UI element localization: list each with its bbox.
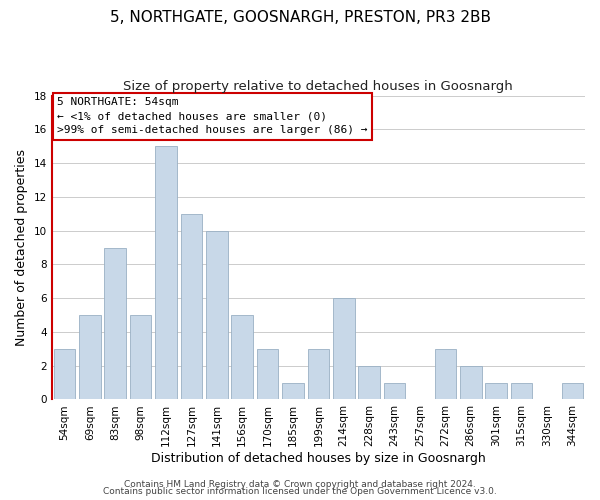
Bar bbox=[181, 214, 202, 400]
Bar bbox=[155, 146, 177, 400]
Bar bbox=[358, 366, 380, 400]
Bar bbox=[53, 349, 75, 400]
Bar bbox=[333, 298, 355, 400]
Bar bbox=[232, 315, 253, 400]
Bar bbox=[384, 382, 406, 400]
Bar bbox=[104, 248, 126, 400]
Bar bbox=[257, 349, 278, 400]
Bar bbox=[434, 349, 456, 400]
Text: 5, NORTHGATE, GOOSNARGH, PRESTON, PR3 2BB: 5, NORTHGATE, GOOSNARGH, PRESTON, PR3 2B… bbox=[110, 10, 491, 25]
Bar bbox=[308, 349, 329, 400]
Bar bbox=[282, 382, 304, 400]
Text: 5 NORTHGATE: 54sqm
← <1% of detached houses are smaller (0)
>99% of semi-detache: 5 NORTHGATE: 54sqm ← <1% of detached hou… bbox=[57, 97, 367, 135]
Title: Size of property relative to detached houses in Goosnargh: Size of property relative to detached ho… bbox=[124, 80, 513, 93]
Text: Contains HM Land Registry data © Crown copyright and database right 2024.: Contains HM Land Registry data © Crown c… bbox=[124, 480, 476, 489]
Bar bbox=[485, 382, 507, 400]
X-axis label: Distribution of detached houses by size in Goosnargh: Distribution of detached houses by size … bbox=[151, 452, 486, 465]
Bar bbox=[511, 382, 532, 400]
Y-axis label: Number of detached properties: Number of detached properties bbox=[15, 149, 28, 346]
Bar bbox=[206, 230, 227, 400]
Bar bbox=[130, 315, 151, 400]
Text: Contains public sector information licensed under the Open Government Licence v3: Contains public sector information licen… bbox=[103, 487, 497, 496]
Bar bbox=[79, 315, 101, 400]
Bar bbox=[460, 366, 482, 400]
Bar bbox=[562, 382, 583, 400]
